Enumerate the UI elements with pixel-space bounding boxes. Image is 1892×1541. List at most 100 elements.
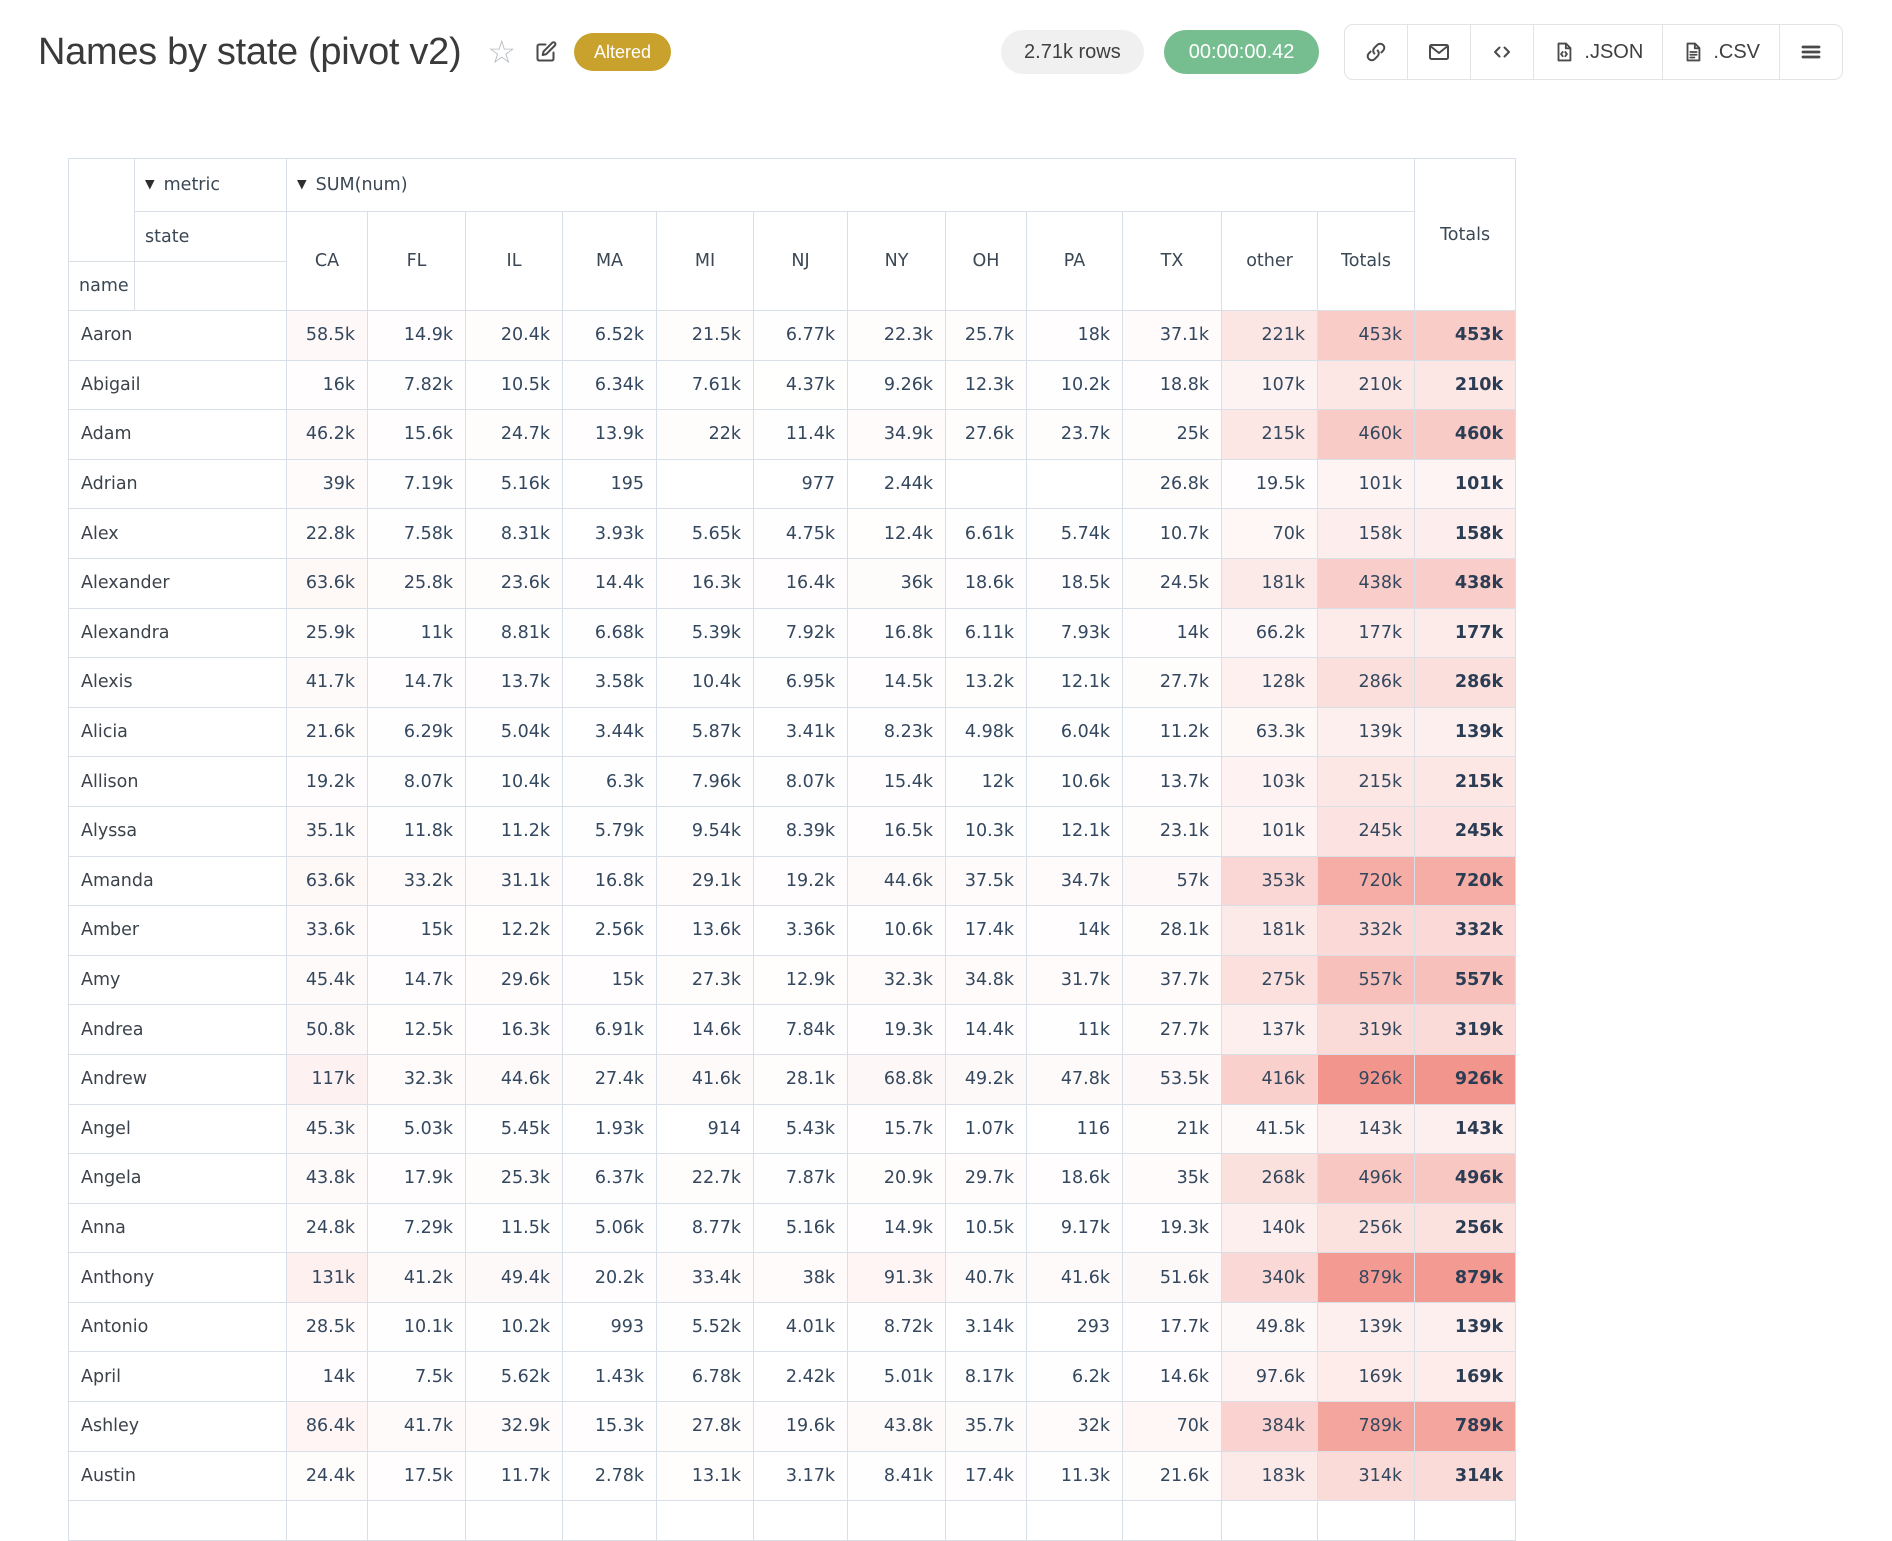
row-grand-total-cell: 256k	[1414, 1202, 1517, 1254]
value-cell: 41.6k	[1026, 1252, 1123, 1303]
row-grand-total-cell: 460k	[1414, 409, 1517, 460]
row-grand-total-cell: 139k	[1414, 1301, 1517, 1353]
name-axis-label[interactable]: name	[68, 261, 135, 311]
value-cell: 70k	[1221, 508, 1318, 559]
value-cell: 14.5k	[847, 657, 946, 708]
value-cell: 16.8k	[847, 607, 946, 659]
row-label: Amanda	[68, 855, 287, 907]
value-cell: 10.4k	[465, 756, 563, 807]
value-cell: 24.7k	[465, 409, 563, 460]
value-cell: 10.6k	[1026, 756, 1123, 807]
value-cell: 27.8k	[656, 1401, 754, 1452]
value-cell: 5.16k	[465, 458, 563, 510]
value-cell: 4.37k	[753, 359, 848, 411]
value-cell: 14k	[1026, 905, 1123, 956]
value-cell: 41.5k	[1221, 1103, 1318, 1155]
value-cell: 27.7k	[1122, 1004, 1222, 1055]
value-cell: 293	[1026, 1301, 1123, 1353]
metric-value-filter-triangle-icon[interactable]: ▼	[297, 176, 307, 191]
table-row: Anthony 131k 41.2k 49.4k 20.2k 33.4k 38k 91.3k 4…	[68, 1252, 1517, 1303]
value-cell: 18.6k	[1026, 1153, 1123, 1204]
value-cell	[1414, 1500, 1517, 1541]
value-cell: 14.4k	[945, 1004, 1027, 1055]
status-badge[interactable]: Altered	[574, 33, 672, 71]
value-cell	[753, 1500, 848, 1541]
value-cell: 31.1k	[465, 855, 563, 907]
value-cell: 16.3k	[465, 1004, 563, 1055]
value-cell: 38k	[753, 1252, 848, 1303]
metric-axis-label[interactable]: ▼ metric	[134, 158, 287, 212]
value-cell	[945, 1500, 1027, 1541]
email-alert-button[interactable]	[1407, 25, 1470, 79]
value-cell: 1.43k	[562, 1351, 657, 1403]
table-row: Alexander 63.6k 25.8k 23.6k 14.4k 16.3k 16.4k 3…	[68, 557, 1517, 609]
value-cell: 9.54k	[656, 805, 754, 857]
embed-code-button[interactable]	[1470, 25, 1533, 79]
value-cell: 11.5k	[465, 1202, 563, 1254]
value-cell: 16.4k	[753, 557, 848, 609]
value-cell: 7.19k	[367, 458, 466, 510]
value-cell: 12.3k	[945, 359, 1027, 411]
value-cell: 32.3k	[847, 954, 946, 1006]
value-cell: 12k	[945, 756, 1027, 807]
table-row: Amanda 63.6k 33.2k 31.1k 16.8k 29.1k 19.2k 44.6…	[68, 855, 1517, 907]
download-csv-button[interactable]: .CSV	[1662, 25, 1779, 79]
value-cell: 1.07k	[945, 1103, 1027, 1155]
value-cell: 39k	[286, 458, 368, 510]
value-cell: 91.3k	[847, 1252, 946, 1303]
value-cell: 18.6k	[945, 557, 1027, 609]
value-cell: 23.6k	[465, 557, 563, 609]
more-menu-button[interactable]	[1779, 25, 1842, 79]
metric-filter-triangle-icon[interactable]: ▼	[145, 176, 155, 191]
table-row: Alex 22.8k 7.58k 8.31k 3.93k 5.65k 4.75k 12.4k 6…	[68, 508, 1517, 559]
value-cell: 977	[753, 458, 848, 510]
value-cell	[1221, 1500, 1318, 1541]
state-axis-label[interactable]: state	[134, 211, 287, 262]
value-cell: 13.1k	[656, 1450, 754, 1502]
grand-totals-column-header: Totals	[1414, 158, 1517, 311]
row-subtotal-cell: 720k	[1316, 855, 1416, 907]
value-cell: 6.68k	[562, 607, 657, 659]
value-cell: 10.2k	[1026, 359, 1123, 411]
row-subtotal-cell: 557k	[1316, 954, 1416, 1006]
row-label: Alex	[68, 508, 287, 559]
download-json-button[interactable]: .JSON	[1533, 25, 1662, 79]
value-cell: 7.5k	[367, 1351, 466, 1403]
value-cell: 16.5k	[847, 805, 946, 857]
edit-pencil-icon	[536, 41, 557, 62]
value-cell: 27.7k	[1122, 657, 1222, 708]
value-cell: 21.6k	[1122, 1450, 1222, 1502]
value-cell: 14k	[286, 1351, 368, 1403]
value-cell: 40.7k	[945, 1252, 1027, 1303]
value-cell: 10.5k	[465, 359, 563, 411]
value-cell: 15k	[562, 954, 657, 1006]
metric-value-header[interactable]: ▼ SUM(num)	[285, 158, 1416, 212]
row-subtotal-cell: 210k	[1316, 359, 1416, 411]
value-cell: 275k	[1221, 954, 1318, 1006]
value-cell: 12.2k	[465, 905, 563, 956]
row-label: Aaron	[68, 310, 287, 361]
export-toolbar: .JSON .CSV	[1344, 24, 1843, 80]
row-grand-total-cell: 169k	[1414, 1351, 1517, 1403]
value-cell: 268k	[1221, 1153, 1318, 1204]
value-cell: 22.3k	[847, 310, 946, 361]
edit-button[interactable]	[534, 40, 558, 64]
value-cell: 6.34k	[562, 359, 657, 411]
favorite-star-icon[interactable]: ☆	[487, 34, 517, 70]
state-column-header: TX	[1122, 211, 1222, 311]
row-label: Alyssa	[68, 805, 287, 857]
row-grand-total-cell: 438k	[1414, 557, 1517, 609]
value-cell: 914	[656, 1103, 754, 1155]
value-cell: 57k	[1122, 855, 1222, 907]
state-column-header: CA	[286, 211, 368, 311]
value-cell: 33.4k	[656, 1252, 754, 1303]
row-label: Ashley	[68, 1401, 287, 1452]
row-subtotal-cell: 453k	[1316, 310, 1416, 361]
share-link-button[interactable]	[1345, 25, 1407, 79]
value-cell: 86.4k	[286, 1401, 368, 1452]
row-subtotal-cell: 139k	[1316, 1301, 1416, 1353]
value-cell: 7.96k	[656, 756, 754, 807]
value-cell	[847, 1500, 946, 1541]
value-cell: 27.4k	[562, 1053, 657, 1105]
json-button-label: .JSON	[1584, 40, 1644, 63]
